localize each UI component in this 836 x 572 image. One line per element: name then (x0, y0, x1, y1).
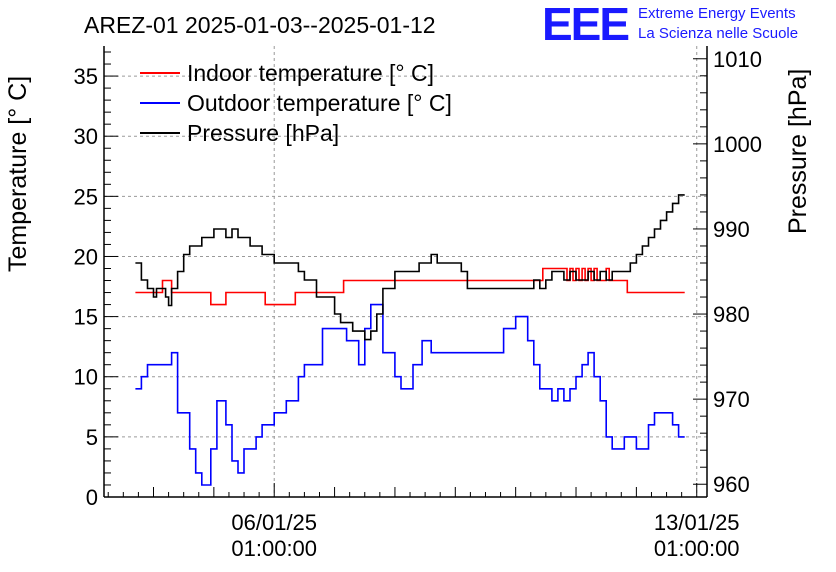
series-line-0 (135, 267, 685, 306)
legend: Indoor temperature [° C] Outdoor tempera… (140, 60, 452, 146)
y-tick-label: 5 (86, 425, 98, 450)
y2-tick-label: 1000 (713, 132, 762, 157)
eee-logo-letters: EEE (542, 0, 628, 50)
eee-logo-line1: Extreme Energy Events (638, 5, 796, 22)
axes (103, 46, 708, 498)
x-tick-label-date: 13/01/25 (654, 510, 740, 535)
y2-axis-label: Pressure [hPa] (784, 69, 812, 234)
x-tick-label-time: 01:00:00 (654, 536, 740, 561)
y-tick-label: 15 (74, 305, 98, 330)
tick-labels: 0 5 10 15 20 25 30 35 960 970 980 990 1000 1010 06/01/… (74, 47, 762, 561)
y-tick-label: 25 (74, 184, 98, 209)
y-axis-label: Temperature [° C] (4, 76, 32, 272)
y-tick-label: 20 (74, 244, 98, 269)
legend-outdoor-label: Outdoor temperature [° C] (187, 90, 452, 116)
y2-tick-label: 1010 (713, 47, 762, 72)
eee-logo: EEE Extreme Energy Events La Scienza nel… (542, 0, 798, 50)
x-tick-label-date: 06/01/25 (231, 510, 317, 535)
legend-indoor-label: Indoor temperature [° C] (187, 60, 434, 86)
y-tick-label: 0 (86, 485, 98, 510)
y2-tick-label: 960 (713, 472, 750, 497)
legend-pressure-label: Pressure [hPa] (187, 120, 339, 146)
x-tick-label-time: 01:00:00 (231, 536, 317, 561)
eee-logo-line2: La Scienza nelle Scuole (638, 25, 798, 42)
series-line-2 (135, 194, 685, 341)
y-tick-label: 35 (74, 64, 98, 89)
series-lines (135, 194, 685, 486)
y-tick-label: 30 (74, 124, 98, 149)
y2-tick-label: 990 (713, 217, 750, 242)
chart-title: AREZ-01 2025-01-03--2025-01-12 (84, 12, 436, 38)
y2-tick-label: 970 (713, 387, 750, 412)
y-tick-label: 10 (74, 365, 98, 390)
y2-tick-label: 980 (713, 302, 750, 327)
series-line-1 (135, 303, 685, 486)
